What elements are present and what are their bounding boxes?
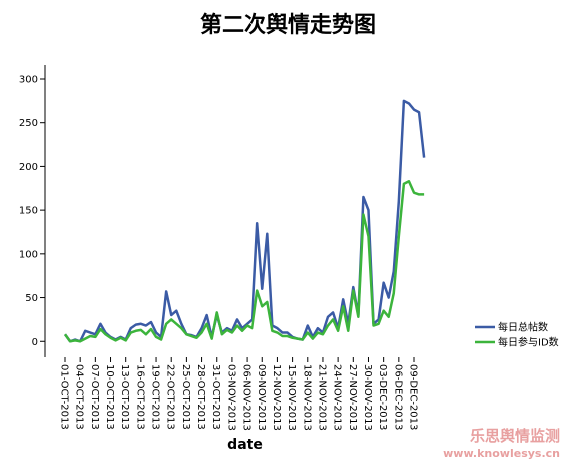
y-tick-label: 300 <box>19 74 38 85</box>
y-tick-label: 200 <box>19 162 38 173</box>
x-tick-label: 03-DEC-2013 <box>377 364 388 430</box>
y-tick-label: 50 <box>25 293 38 304</box>
x-tick-label: 16-OCT-2013 <box>134 364 145 430</box>
x-tick-label: 25-OCT-2013 <box>180 364 191 430</box>
x-tick-label: 18-NOV-2013 <box>301 364 312 431</box>
x-tick-label: 30-NOV-2013 <box>362 364 373 431</box>
x-tick-label: 12-NOV-2013 <box>271 364 282 431</box>
x-tick-label: 07-OCT-2013 <box>89 364 100 430</box>
legend-label: 每日参与ID数 <box>498 336 559 349</box>
x-tick-label: 01-OCT-2013 <box>59 364 70 430</box>
x-tick-label: 15-NOV-2013 <box>286 364 297 431</box>
x-tick-label: 09-NOV-2013 <box>256 364 267 431</box>
y-tick-label: 100 <box>19 249 38 260</box>
x-tick-label: 03-NOV-2013 <box>225 364 236 431</box>
legend-label: 每日总帖数 <box>498 321 548 334</box>
y-tick-label: 0 <box>32 337 38 348</box>
y-tick-label: 150 <box>19 206 38 217</box>
x-tick-label: 27-NOV-2013 <box>347 364 358 431</box>
series-line <box>63 180 425 343</box>
x-tick-label: 04-OCT-2013 <box>74 364 85 430</box>
x-tick-label: 13-OCT-2013 <box>119 364 130 430</box>
x-axis-label: date <box>227 437 263 453</box>
x-tick-label: 22-OCT-2013 <box>165 364 176 430</box>
x-tick-label: 09-DEC-2013 <box>408 364 419 430</box>
x-tick-label: 10-OCT-2013 <box>104 364 115 430</box>
x-tick-label: 24-NOV-2013 <box>332 364 343 431</box>
x-tick-label: 06-NOV-2013 <box>241 364 252 431</box>
y-tick-label: 250 <box>19 118 38 129</box>
x-tick-label: 06-DEC-2013 <box>392 364 403 430</box>
x-tick-label: 31-OCT-2013 <box>210 364 221 430</box>
x-tick-label: 21-NOV-2013 <box>316 364 327 431</box>
watermark: 乐思舆情监测 <box>470 427 560 445</box>
watermark: www.knowlesys.cn <box>443 447 560 460</box>
series-line <box>63 99 426 343</box>
x-tick-label: 28-OCT-2013 <box>195 364 206 430</box>
chart-title: 第二次舆情走势图 <box>200 12 376 38</box>
x-tick-label: 19-OCT-2013 <box>150 364 161 430</box>
